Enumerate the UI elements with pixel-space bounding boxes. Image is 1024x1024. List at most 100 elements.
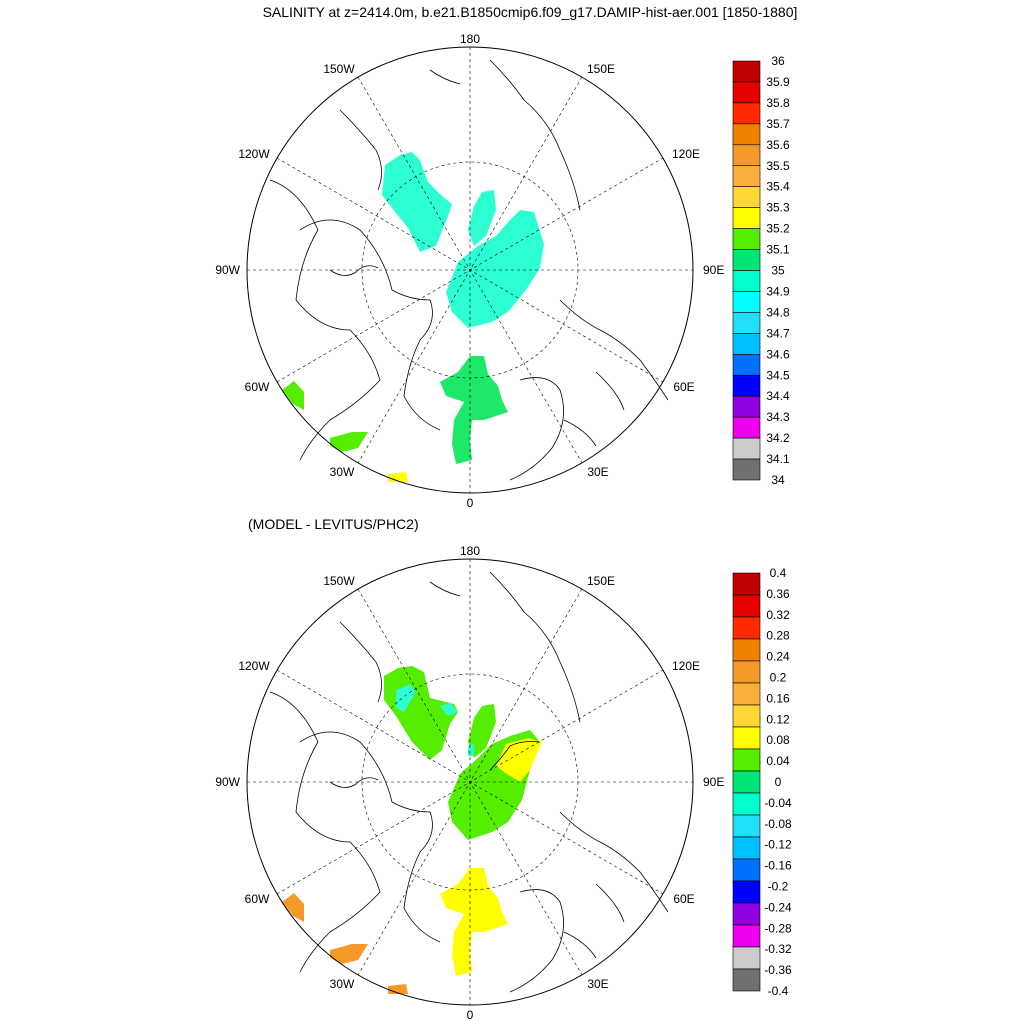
- bottom-lon-30E: 30E: [587, 977, 608, 991]
- colorbar-bottom-swatch: [732, 814, 761, 838]
- top-labrador-fill-2: [330, 432, 368, 452]
- colorbar-top-swatch: [732, 395, 761, 418]
- colorbar-bottom-swatch: [732, 902, 761, 926]
- colorbar-top-label: 35: [771, 264, 785, 278]
- colorbar-top-label: 34: [771, 473, 785, 487]
- colorbar-bottom-label: 0.08: [766, 733, 790, 747]
- colorbar-top-label: 35.1: [766, 243, 790, 257]
- map-bottom: 180 150W 150E 120W 120E 90W 90E 60W 60E …: [215, 544, 724, 1022]
- colorbar-top-label: 34.4: [766, 389, 790, 403]
- colorbar-bottom-swatch: [732, 946, 761, 970]
- colorbar-bottom-label: -0.24: [764, 900, 792, 914]
- top-lon-120W: 120W: [238, 147, 270, 161]
- colorbar-bottom-label: -0.2: [768, 880, 789, 894]
- colorbar-bottom-label: -0.28: [764, 921, 792, 935]
- colorbar-bottom-swatch: [732, 638, 761, 662]
- plot-title: SALINITY at z=2414.0m, b.e21.B1850cmip6.…: [262, 4, 798, 20]
- colorbar-top-swatch: [732, 228, 761, 250]
- bottom-orange-fill-2: [330, 944, 368, 964]
- colorbar-bottom-label: -0.36: [764, 963, 792, 977]
- colorbar-bottom-swatch: [732, 660, 761, 684]
- bottom-coastlines: [269, 571, 669, 993]
- bottom-lon-150E: 150E: [587, 574, 615, 588]
- bottom-green-fill-2: [468, 704, 496, 758]
- colorbar-top: 36 35.9 35.8 35.7 35.6 35.5 35.4 35.3 35.2 35.1 35…: [732, 54, 790, 487]
- top-lon-60E: 60E: [673, 380, 694, 394]
- colorbar-top-swatch: [732, 291, 761, 313]
- colorbar-bottom-label: -0.4: [768, 984, 789, 998]
- top-labrador-fill: [282, 381, 304, 410]
- top-arctic-fill-2: [468, 190, 496, 246]
- colorbar-top-label: 34.6: [766, 347, 790, 361]
- top-lon-150W: 150W: [323, 62, 355, 76]
- colorbar-top-swatch: [732, 270, 761, 292]
- colorbar-top-label: 34.1: [766, 452, 790, 466]
- bottom-orange-fill: [282, 893, 304, 922]
- bottom-lon-0: 0: [467, 1008, 474, 1022]
- top-lon-180: 180: [460, 32, 480, 46]
- top-lon-60W: 60W: [245, 380, 270, 394]
- colorbar-top-swatch: [732, 437, 761, 460]
- colorbar-bottom-label: -0.04: [764, 796, 792, 810]
- colorbar-bottom-label: -0.12: [764, 838, 792, 852]
- colorbar-bottom-label: 0.2: [770, 671, 787, 685]
- colorbar-top-swatch: [732, 60, 761, 83]
- colorbar-top-swatch: [732, 374, 761, 397]
- colorbar-bottom-label: -0.08: [764, 817, 792, 831]
- map-top: 180 150W 150E 120W 120E 90W 90E 60W 60E …: [215, 32, 724, 510]
- colorbar-top-swatch: [732, 144, 761, 167]
- colorbar-top-swatch: [732, 123, 761, 146]
- colorbar-bottom-swatch: [732, 858, 761, 882]
- top-lon-90E: 90E: [703, 263, 724, 277]
- bottom-lon-90W: 90W: [215, 775, 240, 789]
- colorbar-bottom-label: 0: [775, 775, 782, 789]
- colorbar-bottom-swatch: [732, 770, 761, 794]
- top-lon-0: 0: [467, 496, 474, 510]
- colorbar-top-label: 34.3: [766, 410, 790, 424]
- colorbar-top-swatch: [732, 102, 761, 125]
- top-coastlines: [269, 59, 669, 481]
- colorbar-bottom-label: -0.16: [764, 859, 792, 873]
- bottom-lon-60E: 60E: [673, 892, 694, 906]
- top-lon-30W: 30W: [330, 465, 355, 479]
- colorbar-bottom-label: 0.28: [766, 629, 790, 643]
- colorbar-bottom-swatch: [732, 572, 761, 596]
- colorbar-top-swatch: [732, 249, 761, 271]
- colorbar-top-label: 35.8: [766, 96, 790, 110]
- top-graticule: [247, 47, 693, 493]
- colorbar-top-label: 36: [771, 54, 785, 68]
- top-lon-150E: 150E: [587, 62, 615, 76]
- colorbar-bottom-swatch: [732, 924, 761, 948]
- colorbar-bottom-swatch: [732, 836, 761, 860]
- colorbar-top-label: 34.7: [766, 326, 790, 340]
- bottom-lon-30W: 30W: [330, 977, 355, 991]
- top-arctic-fill-3: [446, 210, 544, 328]
- colorbar-top-label: 34.9: [766, 284, 790, 298]
- bottom-lon-90E: 90E: [703, 775, 724, 789]
- bottom-graticule: [247, 559, 693, 1005]
- bottom-yellow-fill-2: [440, 868, 508, 976]
- colorbar-bottom-label: 0.4: [770, 566, 787, 580]
- bottom-lon-180: 180: [460, 544, 480, 558]
- colorbar-bottom-label: 0.36: [766, 587, 790, 601]
- colorbar-top-label: 35.7: [766, 117, 790, 131]
- colorbar-bottom-swatch: [732, 704, 761, 728]
- colorbar-bottom-label: 0.32: [766, 608, 790, 622]
- bottom-lon-60W: 60W: [245, 892, 270, 906]
- colorbar-top-label: 35.5: [766, 159, 790, 173]
- colorbar-top-label: 35.6: [766, 138, 790, 152]
- colorbar-top-swatch: [732, 353, 761, 376]
- colorbar-bottom-label: 0.16: [766, 691, 790, 705]
- colorbar-bottom: 0.4 0.36 0.32 0.28 0.24 0.2 0.16 0.12 0.08 0.04 0 -…: [732, 566, 792, 998]
- bottom-lon-150W: 150W: [323, 574, 355, 588]
- colorbar-top-swatch: [732, 207, 761, 229]
- colorbar-top-swatch: [732, 333, 761, 355]
- colorbar-bottom-swatch: [732, 968, 761, 992]
- bottom-cyan-fill-3: [468, 744, 474, 756]
- top-lon-90W: 90W: [215, 263, 240, 277]
- top-lon-120E: 120E: [672, 147, 700, 161]
- colorbar-bottom-label: -0.32: [764, 942, 792, 956]
- colorbar-bottom-swatch: [732, 616, 761, 640]
- colorbar-top-swatch: [732, 312, 761, 334]
- colorbar-top-label: 35.3: [766, 201, 790, 215]
